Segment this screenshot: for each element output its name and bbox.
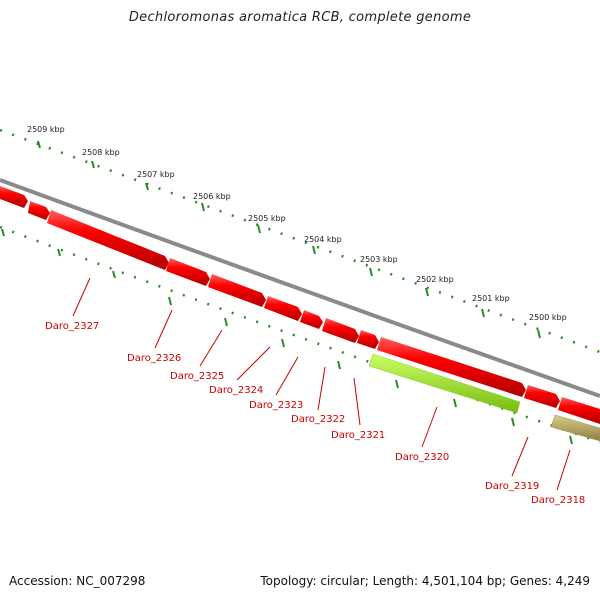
kbp-label: 2500 kbp — [529, 313, 567, 322]
gene-label-daro-2327: Daro_2327 — [45, 321, 99, 332]
connector-line — [317, 366, 326, 411]
connector-line — [275, 356, 299, 396]
inner-tick — [112, 270, 116, 279]
inner-tick — [511, 417, 515, 427]
outer-dotted-line — [0, 128, 600, 354]
gene-label-daro-2323: Daro_2323 — [249, 400, 303, 411]
kbp-label: 2509 kbp — [27, 125, 65, 134]
gene-label-daro-2325: Daro_2325 — [170, 371, 224, 382]
gene-track — [0, 186, 600, 424]
kbp-label: 2501 kbp — [472, 294, 510, 303]
gene-arrow — [322, 318, 359, 343]
inner-tick — [224, 317, 228, 327]
gene-label-daro-2324: Daro_2324 — [209, 385, 263, 396]
kbp-label: 2508 kbp — [82, 148, 120, 157]
inner-tick — [57, 248, 61, 257]
connector-line — [556, 449, 571, 491]
gene-arrow — [300, 310, 323, 329]
connector-line — [72, 277, 91, 317]
inner-tick — [453, 398, 457, 408]
gene-arrow — [357, 330, 379, 349]
gene-label-daro-2322: Daro_2322 — [291, 414, 345, 425]
inner-tick — [337, 360, 341, 370]
gene-labels: Daro_2327 Daro_2326 Daro_2325 Daro_2324 … — [45, 321, 585, 506]
inner-tick — [569, 435, 573, 445]
highlight-gene-bar — [368, 353, 521, 414]
gene-label-daro-2318: Daro_2318 — [531, 495, 585, 506]
inner-tick-track — [0, 225, 600, 445]
accession-text: Accession: NC_007298 — [9, 574, 146, 588]
connector-line — [421, 406, 438, 448]
gene-arrow — [166, 258, 210, 286]
major-tick — [37, 140, 41, 149]
genome-info-text: Topology: circular; Length: 4,501,104 bp… — [260, 574, 590, 588]
gene-arrow — [0, 186, 28, 208]
gene-arrow — [524, 385, 560, 408]
gene-arrow — [264, 296, 302, 321]
major-ticks — [37, 140, 541, 339]
genome-backbone — [0, 178, 600, 398]
gene-label-daro-2326: Daro_2326 — [127, 353, 181, 364]
gene-label-daro-2320: Daro_2320 — [395, 452, 449, 463]
kbp-label: 2506 kbp — [193, 192, 231, 201]
map-title: Dechloromonas aromatica RCB, complete ge… — [128, 10, 472, 25]
kbp-label: 2505 kbp — [248, 214, 286, 223]
major-tick — [369, 267, 373, 277]
major-tick — [425, 287, 429, 297]
outer-tick-track — [0, 128, 600, 354]
connector-line — [236, 346, 271, 381]
gene-arrow — [377, 337, 526, 397]
gene-arrow — [47, 210, 169, 270]
gene-label-daro-2319: Daro_2319 — [485, 481, 539, 492]
major-tick — [201, 202, 205, 212]
major-tick — [537, 329, 541, 339]
inner-tick — [1, 228, 5, 237]
inner-tick — [281, 338, 285, 348]
inner-tick — [168, 296, 172, 306]
major-tick — [145, 182, 149, 191]
gene-arrow — [208, 274, 266, 307]
connector-line — [353, 377, 361, 426]
major-tick — [481, 308, 485, 318]
label-connectors — [72, 277, 571, 491]
connector-line — [199, 329, 223, 367]
kbp-label: 2507 kbp — [137, 170, 175, 179]
kbp-label: 2502 kbp — [416, 275, 454, 284]
gene-arrow — [558, 397, 600, 424]
major-tick — [91, 160, 95, 169]
kbp-label: 2503 kbp — [360, 255, 398, 264]
inner-dotted-line — [0, 225, 600, 444]
inner-tick — [395, 379, 399, 389]
major-tick — [312, 245, 316, 255]
gene-label-daro-2321: Daro_2321 — [331, 430, 385, 441]
inner-major-ticks — [1, 228, 573, 445]
major-tick — [257, 224, 261, 234]
connector-line — [511, 436, 529, 477]
connector-line — [154, 309, 173, 349]
tan-gene-bar — [550, 414, 600, 442]
kbp-labels: 2509 kbp 2508 kbp 2507 kbp 2506 kbp 2505… — [27, 125, 567, 322]
kbp-label: 2504 kbp — [304, 235, 342, 244]
gene-arrow — [28, 201, 50, 220]
